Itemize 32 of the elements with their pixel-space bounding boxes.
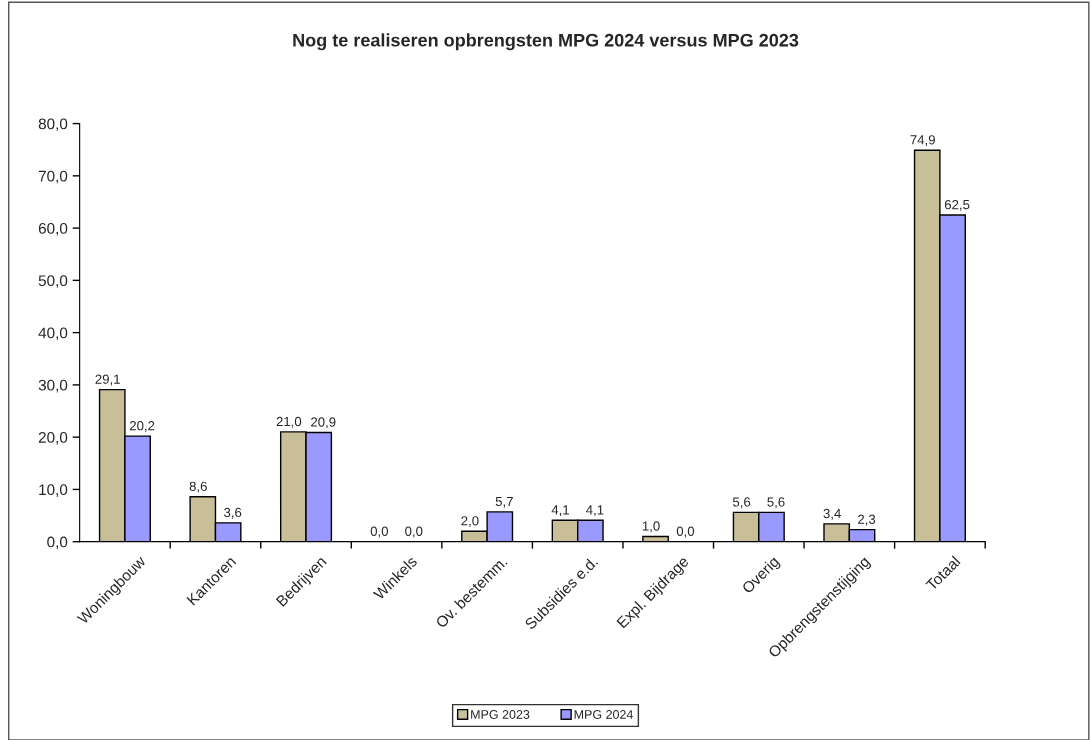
y-tick-label: 40,0 xyxy=(38,327,68,341)
y-tick-label: 60,0 xyxy=(38,222,68,236)
data-label: 20,2 xyxy=(129,421,155,432)
y-tick-label: 30,0 xyxy=(38,379,68,393)
data-label: 62,5 xyxy=(944,199,970,211)
y-tick-label: 0,0 xyxy=(47,536,68,550)
data-label: 8,6 xyxy=(189,481,207,493)
data-label: 4,1 xyxy=(586,505,604,517)
y-tick-label: 50,0 xyxy=(38,275,68,288)
data-label: 4,1 xyxy=(551,505,570,517)
data-label: 5,6 xyxy=(767,497,785,509)
data-label: 3,4 xyxy=(823,508,841,520)
data-label: 5,7 xyxy=(495,496,513,508)
data-label: 74,9 xyxy=(910,135,935,147)
data-label: 2,0 xyxy=(461,516,479,528)
y-tick-label: 80,0 xyxy=(38,118,68,132)
data-label: 1,0 xyxy=(642,521,660,533)
data-label: 20,9 xyxy=(311,417,336,429)
y-tick-label: 10,0 xyxy=(39,484,68,497)
data-label: 21,0 xyxy=(276,416,302,428)
data-label: 29,1 xyxy=(95,374,120,386)
data-label: 0,0 xyxy=(405,526,423,538)
data-label: 0,0 xyxy=(370,526,389,538)
y-tick-label: 20,0 xyxy=(38,432,68,445)
chart-title: Nog te realiseren opbrengsten MPG 2024 versus MPG 2023 xyxy=(293,33,799,51)
legend-label: MPG 2024 xyxy=(574,710,634,719)
y-tick-label: 70,0 xyxy=(38,170,68,184)
data-label: 0,0 xyxy=(676,526,695,538)
data-label: 2,3 xyxy=(858,514,876,526)
data-label: 5,6 xyxy=(732,497,751,509)
data-label: 3,6 xyxy=(224,507,242,519)
legend-label: MPG 2023 xyxy=(471,710,530,719)
